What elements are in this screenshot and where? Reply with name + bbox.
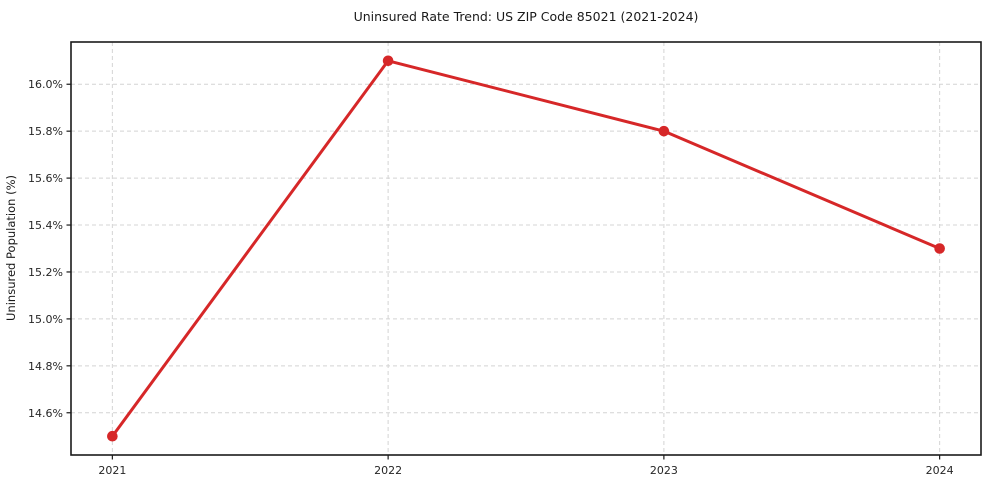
x-tick-label: 2023 [650, 464, 678, 477]
chart-title: Uninsured Rate Trend: US ZIP Code 85021 … [354, 9, 699, 24]
y-axis-label: Uninsured Population (%) [4, 175, 18, 321]
data-point [382, 55, 394, 67]
y-tick-label: 16.0% [28, 78, 63, 91]
data-point [658, 125, 670, 137]
y-tick-label: 15.6% [28, 172, 63, 185]
y-tick-label: 15.2% [28, 266, 63, 279]
data-point [107, 430, 118, 442]
grid-layer [71, 42, 981, 455]
data-point [934, 243, 945, 254]
y-tick-label: 15.4% [28, 219, 63, 232]
y-tick-label: 15.8% [28, 125, 63, 138]
x-tick-label: 2022 [374, 464, 402, 477]
tick-layer: 14.6% 14.8% 15.0% 15.2% 15.4% 15.6% 15.8% 16.0%… [28, 78, 954, 477]
trend-line [110, 59, 942, 438]
x-tick-label: 2021 [98, 464, 126, 477]
y-tick-label: 15.0% [28, 313, 63, 326]
x-tick-label: 2024 [926, 464, 954, 477]
y-tick-label: 14.8% [28, 360, 63, 373]
plot-border [70, 41, 982, 456]
series-layer [107, 55, 945, 442]
y-tick-label: 14.6% [28, 407, 63, 420]
